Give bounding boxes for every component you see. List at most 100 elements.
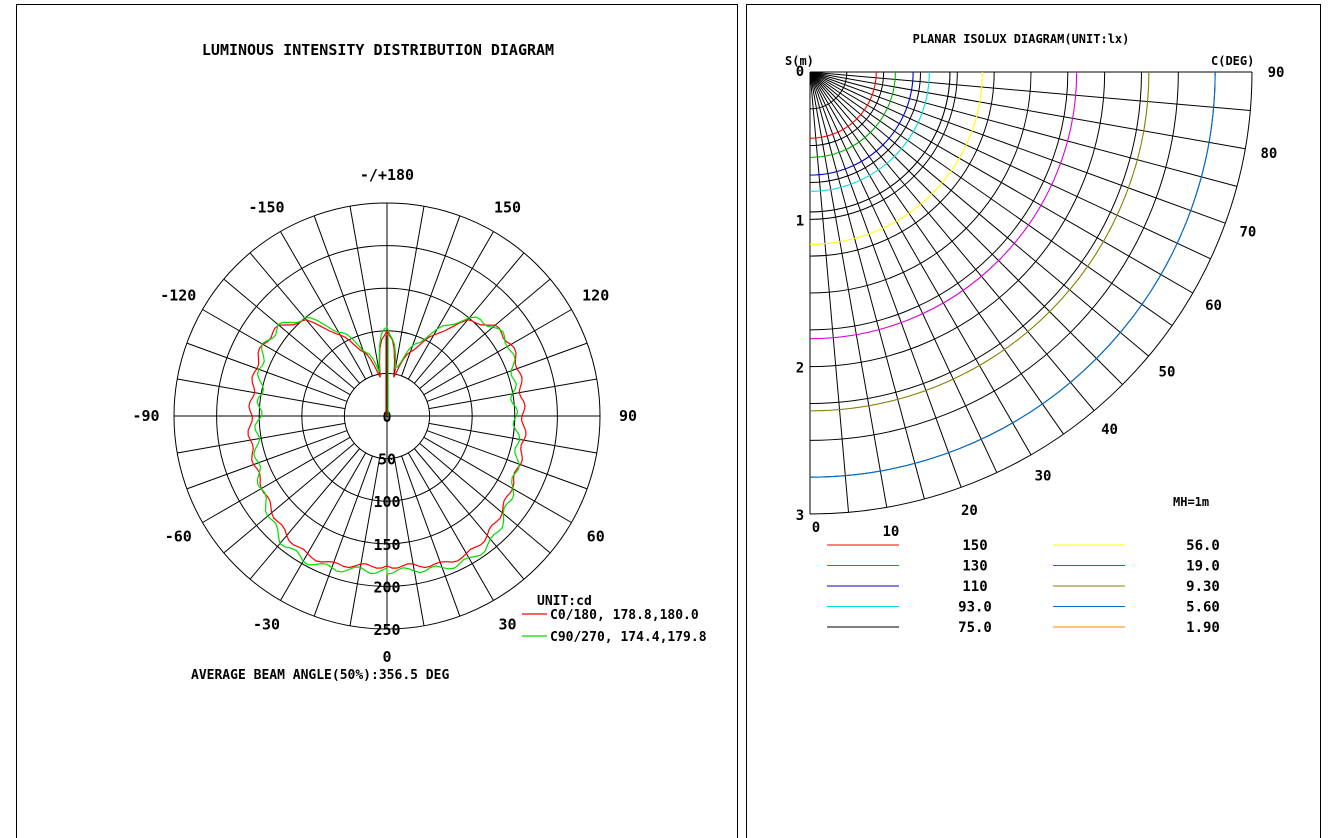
isolux-contour — [809, 71, 1150, 412]
radial-tick-label: 200 — [373, 578, 400, 596]
grid-spoke — [426, 342, 588, 402]
grid-spoke — [413, 448, 525, 580]
luminous-intensity-chart: LUMINOUS INTENSITY DISTRIBUTION DIAGRAM … — [132, 41, 707, 683]
beam-angle-footer: AVERAGE BEAM ANGLE(50%):356.5 DEG — [191, 668, 449, 683]
s-tick-label: 1 — [796, 213, 804, 229]
c-axis-label: C(DEG) — [1211, 54, 1254, 68]
grid-spoke — [426, 430, 588, 490]
grid-spoke — [401, 215, 461, 377]
grid-spoke — [401, 455, 461, 617]
angle-label: -30 — [253, 616, 280, 634]
legend-label: 19.0 — [1186, 559, 1220, 575]
grid-spoke — [313, 455, 373, 617]
grid-spoke — [809, 71, 962, 488]
grid-spoke — [223, 278, 355, 390]
angle-label: 120 — [582, 287, 609, 305]
c-tick-label: 20 — [961, 503, 978, 519]
grid-spoke — [809, 71, 1064, 435]
c-tick-label: 10 — [882, 524, 899, 540]
grid-spoke — [202, 309, 351, 396]
c-tick-label: 90 — [1268, 65, 1285, 81]
c-tick-label: 30 — [1035, 469, 1052, 485]
legend-label: C90/270, 174.4,179.8 — [550, 630, 707, 645]
grid-spoke — [809, 71, 1095, 411]
grid-spoke — [809, 71, 1211, 260]
grid-spoke — [407, 452, 494, 601]
grid-spoke — [186, 430, 348, 490]
mh-label: MH=1m — [1173, 495, 1209, 509]
unit-label: UNIT:cd — [537, 594, 592, 609]
radial-tick-label: 100 — [373, 493, 400, 511]
angle-label: 150 — [494, 198, 521, 216]
radial-tick-label: 150 — [373, 536, 400, 554]
grid-spoke — [419, 278, 551, 390]
c-tick-label: 50 — [1159, 365, 1176, 381]
radial-tick-label: 250 — [373, 621, 400, 639]
legend-label: 150 — [962, 538, 987, 554]
series-curve — [253, 316, 521, 575]
luminous-intensity-panel: LUMINOUS INTENSITY DISTRIBUTION DIAGRAM … — [16, 4, 738, 838]
grid-spoke — [809, 71, 850, 513]
grid-spoke — [249, 448, 361, 580]
grid-spoke — [809, 71, 888, 508]
angle-label: -60 — [165, 528, 192, 546]
grid-spoke — [428, 422, 597, 454]
legend-label: 9.30 — [1186, 579, 1220, 595]
grid-spoke — [809, 71, 1173, 326]
c-tick-label: 80 — [1260, 146, 1277, 162]
isolux-contour — [809, 71, 951, 213]
legend-label: 93.0 — [958, 600, 992, 616]
grid-spoke — [423, 436, 572, 523]
grid-spoke — [349, 206, 381, 375]
isolux-contour — [809, 71, 930, 192]
grid-spoke — [186, 342, 348, 402]
isolux-panel: PLANAR ISOLUX DIAGRAM(UNIT:lx) S(m) C(DE… — [746, 4, 1321, 838]
isolux-grid — [809, 71, 1253, 515]
c-tick-label: 70 — [1239, 224, 1256, 240]
angle-label: 30 — [498, 616, 516, 634]
c-tick-label: 60 — [1205, 298, 1222, 314]
grid-spoke — [809, 71, 1251, 112]
angle-label: -/+180 — [360, 166, 414, 184]
legend-label: 5.60 — [1186, 600, 1220, 616]
s-tick-label: 3 — [796, 508, 804, 524]
legend-label: 75.0 — [958, 620, 992, 636]
angle-label: 90 — [619, 407, 637, 425]
isolux-contour — [809, 71, 1078, 340]
angle-label: -150 — [248, 198, 284, 216]
grid-spoke — [809, 71, 1032, 456]
legend-label: 56.0 — [1186, 538, 1220, 554]
polar-grid — [173, 202, 601, 630]
legend-label: 110 — [962, 579, 987, 595]
grid-spoke — [809, 71, 1194, 294]
s-tick-label: 0 — [796, 64, 804, 80]
radial-tick-label: 0 — [382, 408, 391, 426]
grid-spoke — [393, 206, 425, 375]
isolux-chart: PLANAR ISOLUX DIAGRAM(UNIT:lx) S(m) C(DE… — [785, 32, 1285, 636]
isolux-contour — [809, 71, 983, 245]
grid-spoke — [809, 71, 1246, 150]
angle-label: 0 — [382, 648, 391, 666]
isolux-title: PLANAR ISOLUX DIAGRAM(UNIT:lx) — [913, 32, 1130, 46]
isolux-contour — [809, 71, 877, 139]
grid-spoke — [202, 436, 351, 523]
isolux-contour — [809, 71, 914, 176]
grid-spoke — [349, 457, 381, 626]
angle-label: 60 — [587, 528, 605, 546]
grid-spoke — [313, 215, 373, 377]
angle-label: -120 — [160, 287, 196, 305]
grid-spoke — [393, 457, 425, 626]
grid-spoke — [809, 71, 998, 473]
grid-spoke — [809, 71, 1238, 187]
s-axis-label: S(m) — [785, 54, 814, 68]
c-tick-label: 0 — [812, 520, 820, 536]
chart-title: LUMINOUS INTENSITY DISTRIBUTION DIAGRAM — [202, 41, 554, 59]
grid-spoke — [809, 71, 1226, 224]
grid-spoke — [419, 442, 551, 554]
legend-label: C0/180, 178.8,180.0 — [550, 608, 699, 623]
legend-label: 1.90 — [1186, 620, 1220, 636]
grid-spoke — [223, 442, 355, 554]
isolux-contour — [809, 71, 1216, 478]
grid-spoke — [809, 71, 1149, 357]
grid-spoke — [423, 309, 572, 396]
